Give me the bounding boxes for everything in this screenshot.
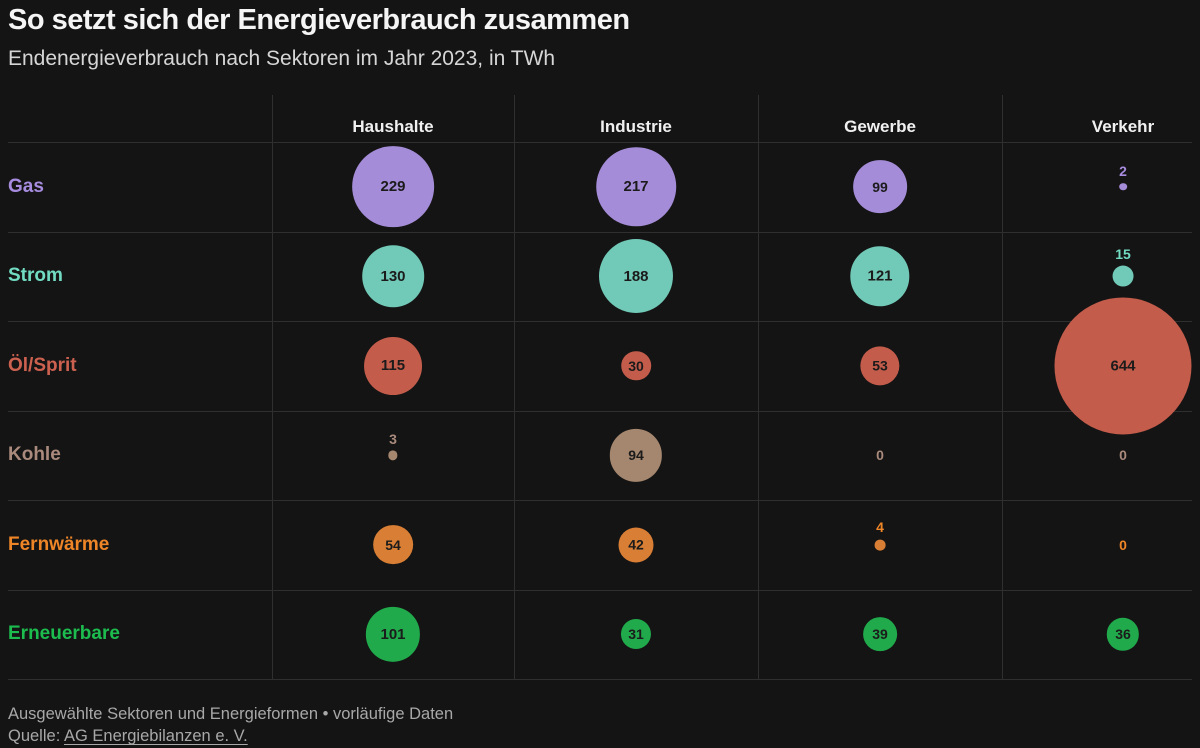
bubble — [388, 450, 398, 460]
bubble: 130 — [362, 245, 424, 308]
bubble: 54 — [373, 524, 413, 565]
bubble: 94 — [609, 429, 663, 482]
grid-line-vertical — [514, 95, 515, 679]
value-label: 0 — [876, 447, 884, 464]
value-label: 15 — [1115, 245, 1131, 262]
value-label: 2 — [1119, 162, 1127, 179]
column-header-haushalte: Haushalte — [352, 117, 434, 136]
grid-line-vertical — [272, 95, 273, 679]
chart-note: Ausgewählte Sektoren und Energieformen •… — [8, 705, 454, 723]
row-label-5: Erneuerbare — [8, 623, 120, 645]
bubble — [1112, 265, 1134, 287]
bubble: 42 — [618, 527, 654, 563]
row-label-1: Strom — [8, 265, 63, 287]
bubble: 101 — [365, 607, 421, 662]
bubble: 30 — [621, 350, 651, 381]
grid-line-vertical — [1002, 95, 1003, 679]
row-label-2: Öl/Sprit — [8, 354, 77, 376]
bubble: 99 — [853, 159, 907, 214]
chart-subtitle: Endenergieverbrauch nach Sektoren im Jah… — [8, 47, 556, 70]
grid-line-horizontal — [8, 679, 1192, 680]
row-label-0: Gas — [8, 175, 44, 197]
source-line: Quelle: AG Energiebilanzen e. V. — [8, 727, 248, 746]
chart-title: So setzt sich der Energieverbrauch zusam… — [8, 4, 630, 36]
source-prefix: Quelle: — [8, 727, 64, 745]
row-label-4: Fernwärme — [8, 533, 110, 555]
bubble: 31 — [620, 619, 652, 650]
bubble: 36 — [1106, 618, 1140, 651]
grid-line-horizontal — [8, 142, 1192, 143]
bubble: 188 — [598, 239, 674, 314]
bubble — [874, 539, 886, 551]
bubble — [1119, 182, 1127, 191]
source-link[interactable]: AG Energiebilanzen e. V. — [63, 727, 248, 745]
column-header-gewerbe: Gewerbe — [844, 117, 916, 136]
grid-line-horizontal — [8, 410, 1192, 412]
value-label: 0 — [1119, 536, 1127, 553]
column-header-verkehr: Verkehr — [1091, 117, 1155, 136]
bubble: 229 — [352, 145, 434, 228]
column-header-industrie: Industrie — [600, 117, 672, 136]
grid-line-horizontal — [8, 500, 1192, 501]
value-label: 3 — [389, 430, 397, 447]
grid-line-horizontal — [8, 231, 1192, 233]
bubble: 39 — [863, 617, 897, 652]
grid-line-horizontal — [8, 589, 1192, 591]
bubble: 115 — [364, 336, 422, 395]
bubble: 644 — [1054, 297, 1192, 435]
grid-line-horizontal — [8, 321, 1192, 322]
value-label: 0 — [1119, 447, 1127, 464]
bubble: 217 — [596, 146, 676, 227]
value-label: 4 — [876, 519, 884, 536]
grid-line-vertical — [758, 95, 759, 679]
bubble: 121 — [850, 246, 910, 306]
bubble: 53 — [860, 346, 900, 386]
row-label-3: Kohle — [8, 444, 61, 466]
